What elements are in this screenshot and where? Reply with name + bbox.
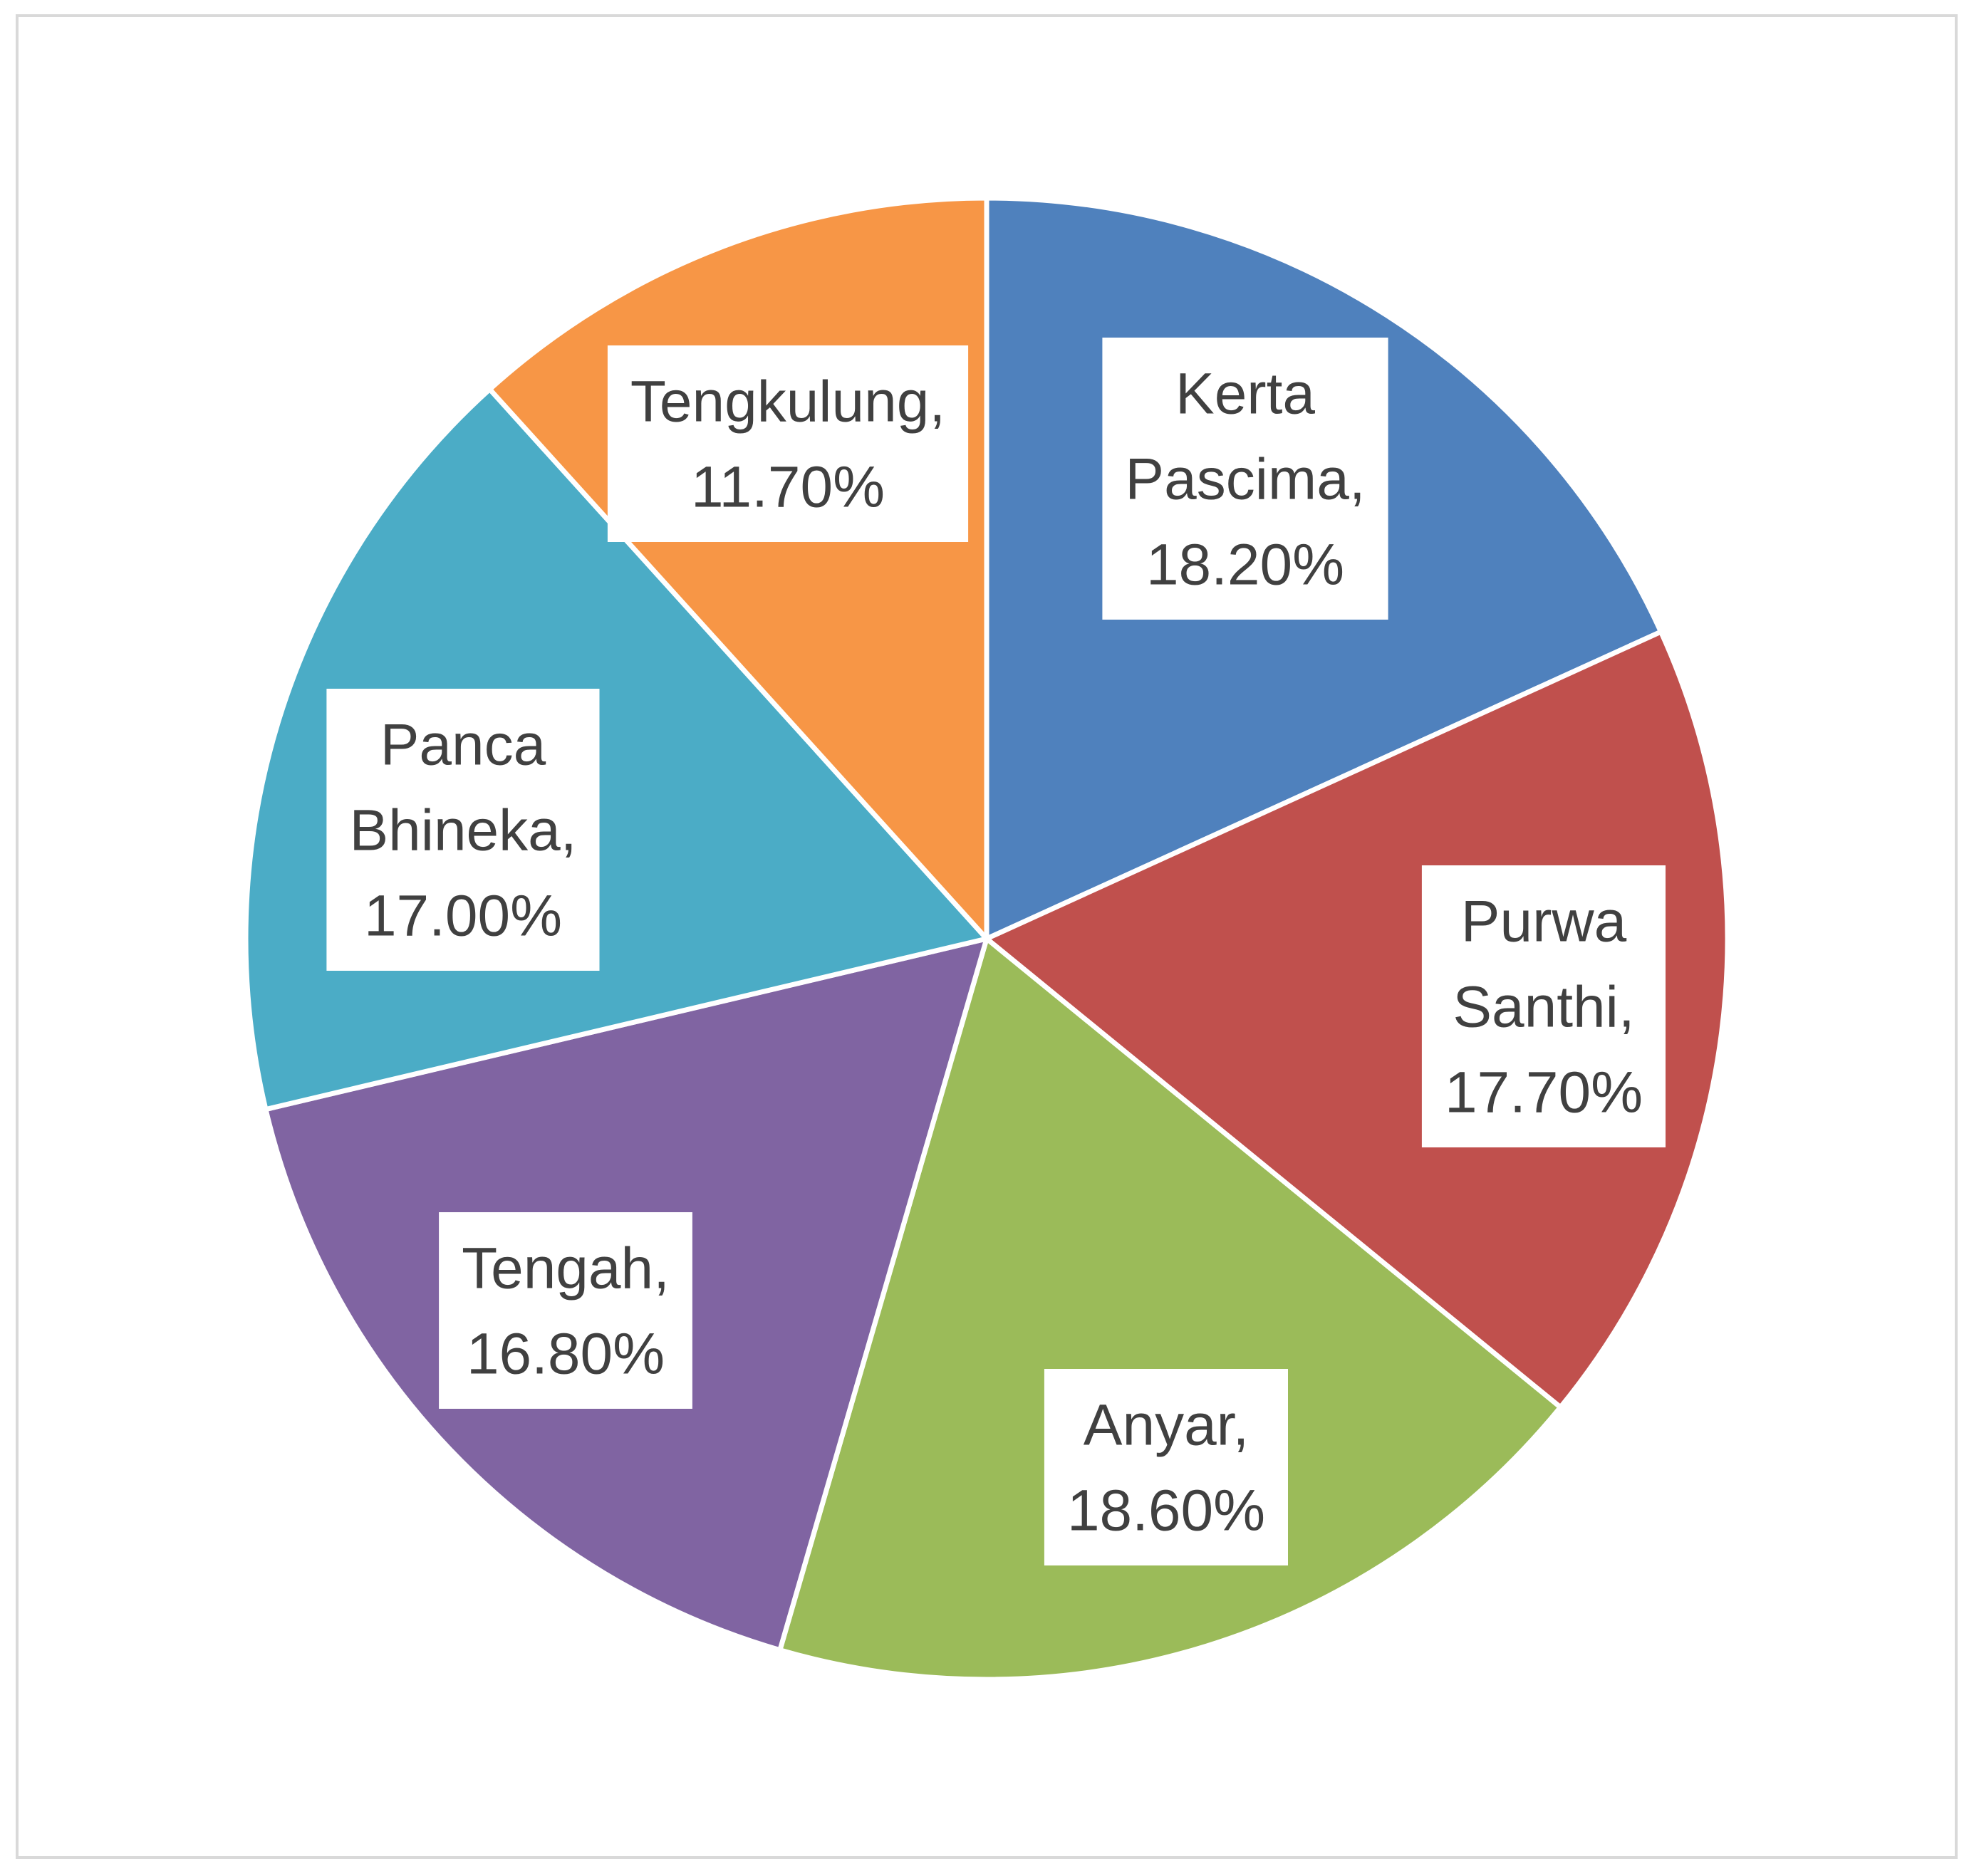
data-label-tengkulung: Tengkulung, 11.70% (607, 345, 969, 542)
data-label-anyar: Anyar, 18.60% (1044, 1369, 1288, 1565)
data-label-line: Purwa (1461, 890, 1627, 954)
data-label-line: Anyar, (1084, 1393, 1249, 1458)
data-label-line: 17.70% (1445, 1061, 1643, 1125)
data-label-box (1102, 338, 1388, 620)
data-label-box (607, 345, 969, 542)
pie-data-labels: Kerta Pascima, 18.20% Purwa Santhi, 17.70% Any… (326, 338, 1666, 1565)
data-label-box (326, 689, 600, 971)
data-label-line: 11.70% (691, 455, 885, 520)
pie-slice-anyar (777, 936, 1563, 1682)
data-label-line: 18.20% (1146, 533, 1344, 598)
data-label-box (1044, 1369, 1288, 1565)
data-label-line: Tengah, (462, 1236, 670, 1301)
data-label-line: Panca (380, 713, 546, 778)
data-label-tengah: Tengah, 16.80% (439, 1212, 692, 1409)
data-label-line: Pascima, (1125, 447, 1365, 512)
data-label-line: Santhi, (1453, 975, 1634, 1040)
data-label-kerta-pascima: Kerta Pascima, 18.20% (1102, 338, 1388, 620)
data-label-line: 16.80% (467, 1322, 665, 1387)
data-label-line: Kerta (1175, 362, 1315, 427)
pie-slice-purwa-santhi (984, 629, 1730, 1410)
data-label-purwa-santhi: Purwa Santhi, 17.70% (1421, 865, 1666, 1147)
data-label-line: 17.00% (364, 884, 562, 949)
data-label-box (439, 1212, 692, 1409)
data-label-line: 18.60% (1067, 1479, 1265, 1543)
data-label-box (1421, 865, 1666, 1147)
data-label-line: Tengkulung, (630, 370, 945, 434)
data-label-panca-bhineka: Panca Bhineka, 17.00% (326, 689, 600, 971)
data-label-line: Bhineka, (349, 798, 576, 863)
